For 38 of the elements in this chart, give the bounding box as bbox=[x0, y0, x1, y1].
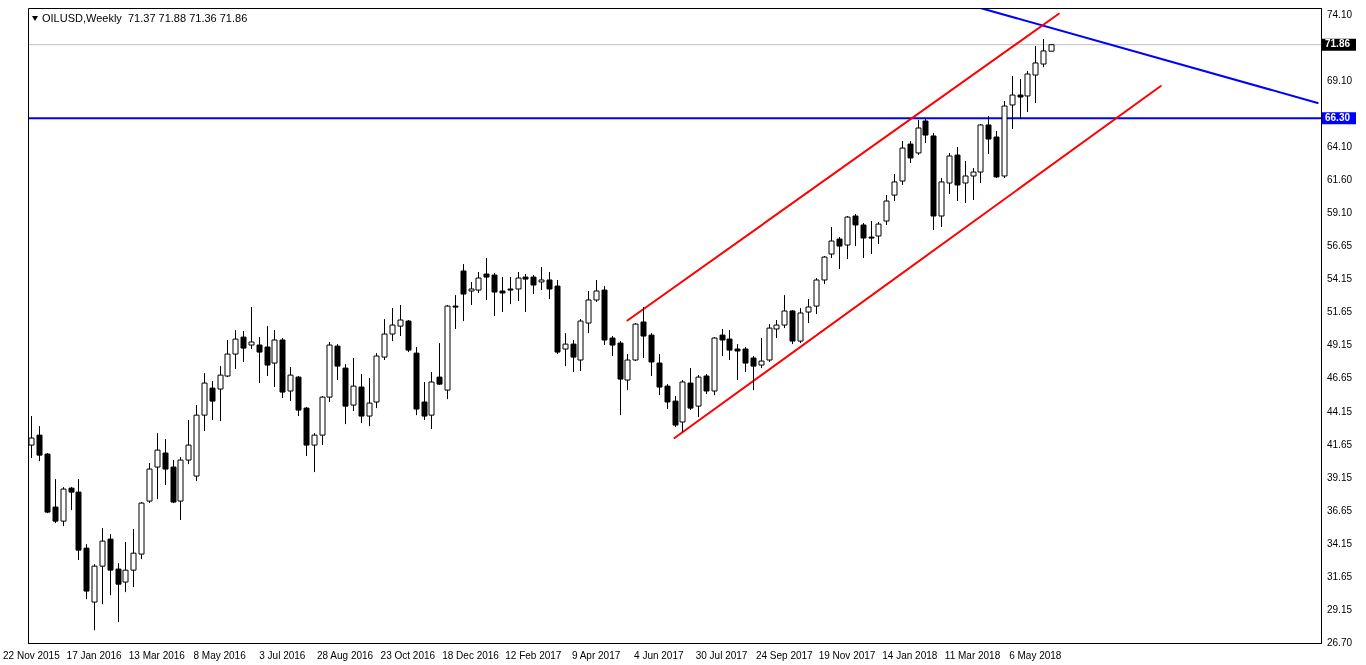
y-tick-label: 29.15 bbox=[1327, 604, 1353, 616]
y-tick-label: 56.65 bbox=[1327, 239, 1353, 251]
chart-title: OILUSD,Weekly 71.37 71.88 71.36 71.86 bbox=[42, 12, 248, 24]
ref-line-label: 66.30 bbox=[1325, 112, 1351, 124]
x-tick-label: 8 May 2016 bbox=[193, 649, 247, 661]
x-tick-label: 9 Apr 2017 bbox=[571, 649, 621, 661]
x-tick-label: 23 Oct 2016 bbox=[380, 649, 436, 661]
x-tick-label: 30 Jul 2017 bbox=[695, 649, 748, 661]
y-tick-label: 31.65 bbox=[1327, 571, 1353, 583]
y-tick-label: 39.15 bbox=[1327, 471, 1353, 483]
x-tick-label: 11 Mar 2018 bbox=[944, 649, 1001, 661]
y-tick-label: 34.15 bbox=[1327, 538, 1353, 550]
y-tick-label: 59.10 bbox=[1327, 207, 1353, 219]
y-tick-label: 41.65 bbox=[1327, 438, 1353, 450]
y-tick-label: 26.70 bbox=[1327, 636, 1353, 648]
x-tick-label: 14 Jan 2018 bbox=[882, 649, 938, 661]
y-tick-label: 51.65 bbox=[1327, 306, 1353, 318]
x-tick-label: 3 Jul 2016 bbox=[259, 649, 306, 661]
y-tick-label: 49.15 bbox=[1327, 339, 1353, 351]
y-tick-label: 44.15 bbox=[1327, 405, 1353, 417]
y-tick-label: 61.60 bbox=[1327, 174, 1353, 186]
x-tick-label: 28 Aug 2016 bbox=[317, 649, 374, 661]
y-tick-label: 69.10 bbox=[1327, 75, 1353, 87]
x-tick-label: 17 Jan 2016 bbox=[66, 649, 123, 661]
x-tick-label: 13 Mar 2016 bbox=[128, 649, 186, 661]
x-tick-label: 19 Nov 2017 bbox=[818, 649, 876, 661]
x-tick-label: 18 Dec 2016 bbox=[442, 649, 500, 661]
y-tick-label: 74.10 bbox=[1327, 8, 1353, 20]
y-tick-label: 54.15 bbox=[1327, 273, 1353, 285]
x-tick-label: 12 Feb 2017 bbox=[505, 649, 562, 661]
x-tick-label: 6 May 2018 bbox=[1009, 649, 1062, 661]
y-tick-label: 46.65 bbox=[1327, 372, 1353, 384]
x-tick-label: 22 Nov 2015 bbox=[3, 649, 61, 661]
x-tick-label: 24 Sep 2017 bbox=[755, 649, 814, 661]
y-tick-label: 36.65 bbox=[1327, 504, 1353, 516]
x-tick-label: 4 Jun 2017 bbox=[634, 649, 684, 661]
ref-line-label: 71.86 bbox=[1325, 38, 1351, 50]
y-tick-label: 64.10 bbox=[1327, 141, 1353, 153]
